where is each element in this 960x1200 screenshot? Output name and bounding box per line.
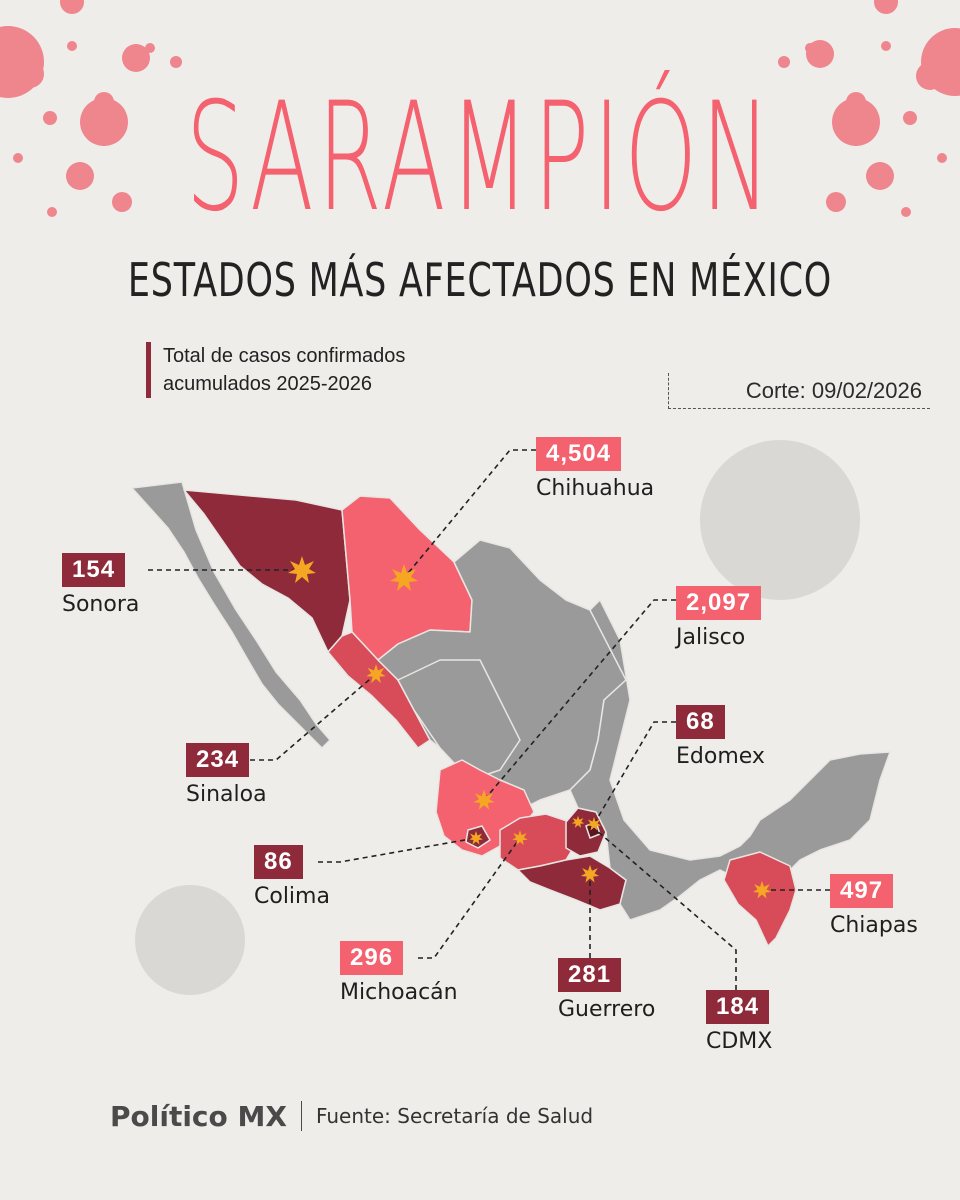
state-name-sinaloa: Sinaloa bbox=[186, 782, 267, 807]
marker-guerrero bbox=[580, 864, 600, 883]
brand-logo: Político MX bbox=[110, 1099, 287, 1133]
leader-lines bbox=[148, 449, 830, 990]
caption-line-2: acumulados 2025-2026 bbox=[163, 373, 373, 395]
state-name-chiapas: Chiapas bbox=[830, 913, 918, 938]
state-name-sonora: Sonora bbox=[62, 592, 140, 617]
marker-chihuahua bbox=[390, 564, 418, 591]
page-subtitle: ESTADOS MÁS AFECTADOS EN MÉXICO bbox=[127, 253, 833, 307]
state-name-guerrero: Guerrero bbox=[558, 997, 656, 1022]
marker-cdmx bbox=[571, 815, 585, 828]
chart-caption: Total de casos confirmados acumulados 20… bbox=[146, 342, 405, 398]
state-name-edomex: Edomex bbox=[676, 744, 765, 769]
cases-jalisco: 2,097 bbox=[676, 586, 762, 620]
state-name-jalisco: Jalisco bbox=[676, 625, 746, 650]
footer: Político MX Fuente: Secretaría de Salud bbox=[110, 1096, 593, 1136]
label-chihuahua: 4,504 Chihuahua bbox=[536, 437, 654, 503]
label-sonora: 154 Sonora bbox=[62, 553, 139, 619]
east-south-states bbox=[569, 599, 891, 921]
state-name-chihuahua: Chihuahua bbox=[536, 476, 655, 501]
marker-sonora bbox=[288, 556, 316, 583]
state-name-michoacan: Michoacán bbox=[340, 980, 458, 1005]
label-colima: 86 Colima bbox=[254, 845, 330, 911]
source-note: Fuente: Secretaría de Salud bbox=[315, 1104, 594, 1128]
leader-jalisco bbox=[483, 599, 676, 801]
label-edomex: 68 Edomex bbox=[676, 705, 765, 771]
footer-divider bbox=[300, 1101, 302, 1131]
marker-sinaloa bbox=[366, 664, 386, 684]
cases-edomex: 68 bbox=[676, 705, 725, 739]
marker-colima bbox=[469, 831, 483, 845]
central-states-west bbox=[397, 659, 521, 781]
label-guerrero: 281 Guerrero bbox=[558, 958, 655, 1024]
baja-california-region bbox=[131, 481, 331, 749]
page-title: SARAMPIÓN bbox=[185, 71, 775, 245]
cases-chiapas: 497 bbox=[830, 874, 894, 908]
marker-edomex bbox=[587, 817, 601, 831]
caption-line-1: Total de casos confirmados bbox=[163, 345, 406, 367]
outbreak-markers bbox=[288, 556, 772, 899]
cases-colima: 86 bbox=[254, 845, 303, 879]
cutoff-date: Corte: 09/02/2026 bbox=[668, 373, 930, 409]
label-jalisco: 2,097 Jalisco bbox=[676, 586, 762, 652]
cases-chihuahua: 4,504 bbox=[536, 437, 622, 471]
leader-edomex bbox=[593, 721, 676, 825]
label-cdmx: 184 CDMX bbox=[706, 990, 772, 1056]
state-chiapas bbox=[723, 851, 797, 947]
cases-guerrero: 281 bbox=[558, 958, 622, 992]
leader-cdmx bbox=[595, 829, 737, 990]
cases-michoacan: 296 bbox=[340, 941, 404, 975]
cases-sonora: 154 bbox=[62, 553, 126, 587]
leader-colima bbox=[318, 837, 477, 863]
state-name-colima: Colima bbox=[254, 884, 330, 909]
marker-jalisco bbox=[473, 789, 495, 810]
state-name-cdmx: CDMX bbox=[706, 1029, 773, 1054]
label-michoacan: 296 Michoacán bbox=[340, 941, 458, 1007]
cases-cdmx: 184 bbox=[706, 990, 770, 1024]
marker-chiapas bbox=[752, 880, 772, 899]
label-sinaloa: 234 Sinaloa bbox=[186, 743, 267, 809]
label-chiapas: 497 Chiapas bbox=[830, 874, 918, 940]
leader-chihuahua bbox=[403, 449, 536, 579]
cases-sinaloa: 234 bbox=[186, 743, 250, 777]
marker-michoacan bbox=[512, 830, 528, 846]
